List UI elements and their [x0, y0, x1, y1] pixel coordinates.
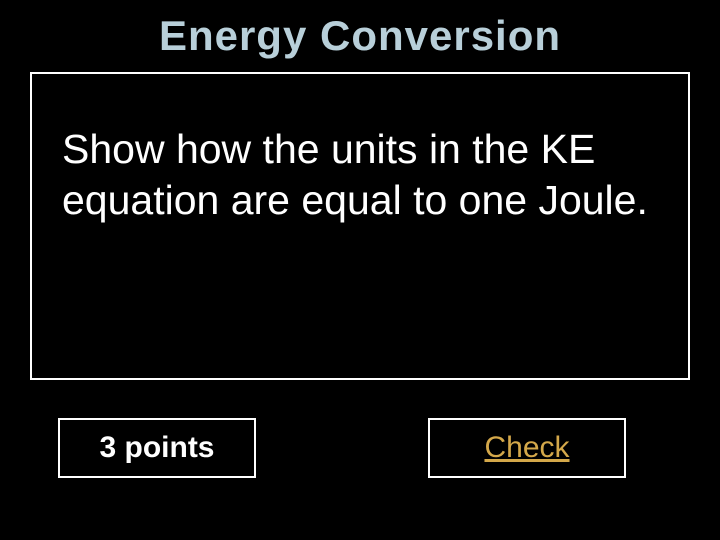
check-label: Check — [484, 431, 569, 465]
question-container: Show how the units in the KE equation ar… — [30, 72, 690, 380]
points-box: 3 points — [58, 418, 256, 478]
slide-title: Energy Conversion — [0, 0, 720, 60]
question-text: Show how the units in the KE equation ar… — [62, 124, 658, 227]
points-label: 3 points — [99, 431, 214, 465]
check-button[interactable]: Check — [428, 418, 626, 478]
